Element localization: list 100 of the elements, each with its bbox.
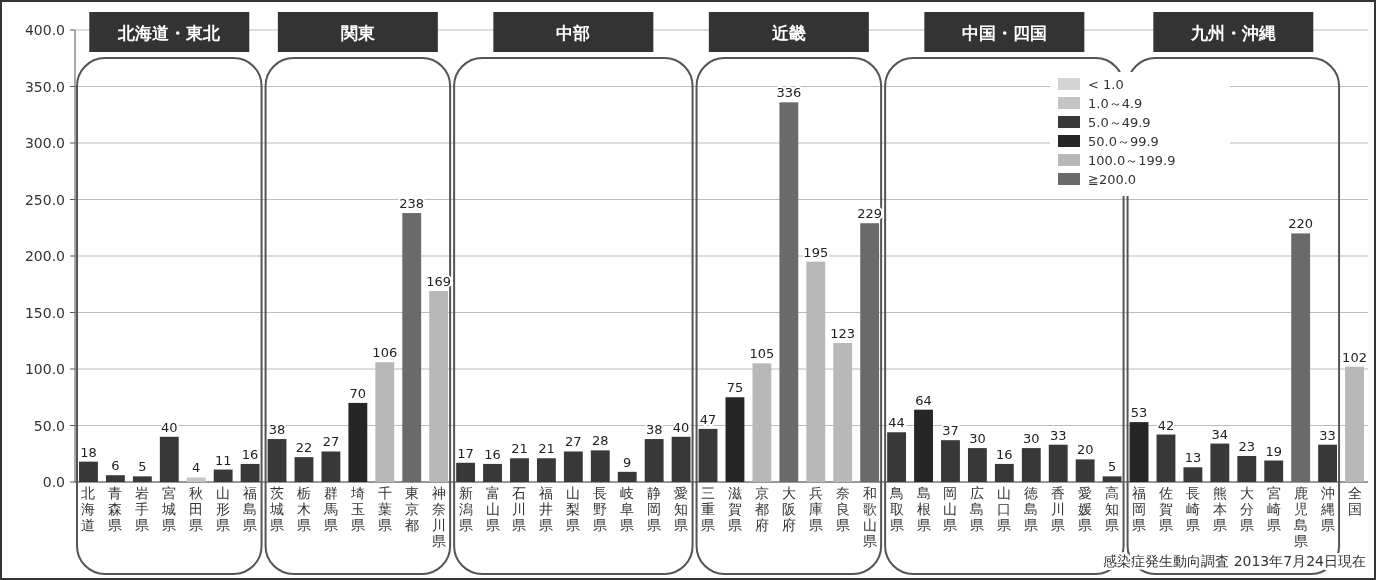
- x-tick-label: 和歌山県: [862, 485, 877, 549]
- annotation: 関東: [340, 23, 376, 43]
- data-label: 220: [1288, 216, 1314, 232]
- data-label: 16: [996, 446, 1013, 462]
- x-tick-label: 大阪府: [781, 485, 796, 533]
- x-tick-label: 全国: [1347, 485, 1362, 517]
- x-tick-label: 京都府: [754, 485, 769, 533]
- x-tick-label: 山梨県: [566, 485, 581, 533]
- data-label: 123: [830, 326, 856, 342]
- annotation: 中国・四国: [961, 23, 1047, 43]
- x-tick-label: 福岡県: [1132, 485, 1147, 533]
- legend-label: < 1.0: [1088, 77, 1124, 92]
- data-label: 42: [1157, 417, 1175, 433]
- x-tick-label: 秋田県: [189, 485, 204, 533]
- x-tick-label: 青森県: [108, 485, 123, 533]
- x-tick-label: 東京都: [404, 485, 419, 533]
- y-tick-label: 350.0: [24, 78, 65, 95]
- annotation: 北海道・東北: [117, 23, 222, 43]
- x-tick-label: 岐阜県: [620, 485, 635, 533]
- x-tick-label: 福島県: [243, 485, 258, 533]
- bar: [240, 463, 260, 482]
- bar: [1156, 434, 1176, 482]
- data-label: 11: [214, 452, 232, 468]
- x-tick-label: 香川県: [1051, 485, 1066, 533]
- x-tick-label: 新潟県: [458, 485, 473, 533]
- data-label: 27: [322, 434, 340, 450]
- x-tick-label: 石川県: [512, 485, 527, 533]
- bar: [590, 450, 610, 482]
- data-label: 38: [645, 422, 663, 438]
- y-tick-label: 100.0: [24, 361, 65, 377]
- data-label: 19: [1265, 443, 1282, 459]
- bar: [967, 448, 987, 482]
- y-tick-label: 400.0: [24, 22, 65, 38]
- data-label: 40: [672, 419, 690, 435]
- bar: [941, 440, 960, 482]
- x-tick-label: 高知県: [1105, 485, 1120, 533]
- x-tick-label: 島根県: [916, 485, 931, 533]
- bar: [402, 213, 422, 482]
- bar: [483, 463, 502, 482]
- bar: [994, 463, 1014, 482]
- y-tick-label: 300.0: [24, 135, 65, 151]
- bar: [105, 475, 125, 482]
- x-tick-label: 兵庫県: [808, 485, 823, 533]
- bar: [294, 457, 314, 482]
- x-tick-label: 北海道: [81, 485, 96, 533]
- y-tick-label: 250.0: [24, 191, 65, 208]
- bar: [456, 462, 476, 482]
- data-label: 30: [1023, 431, 1040, 447]
- bar: [671, 436, 691, 482]
- data-label: 23: [1238, 439, 1256, 455]
- x-tick-label: 茨城県: [269, 485, 285, 533]
- bar: [1264, 460, 1284, 482]
- y-tick-label: 0.0: [42, 474, 65, 490]
- annotation: 九州・沖縄: [1189, 23, 1276, 43]
- x-tick-label: 栃木県: [296, 485, 311, 533]
- y-tick-label: 50.0: [33, 417, 65, 434]
- data-label: 53: [1130, 405, 1148, 421]
- bar: [321, 451, 341, 482]
- x-tick-label: 埼玉県: [349, 485, 365, 533]
- x-tick-label: 岩手県: [135, 485, 150, 533]
- bar: [348, 402, 368, 482]
- x-tick-label: 岡山県: [943, 485, 958, 533]
- x-tick-label: 大分県: [1239, 485, 1254, 533]
- data-label: 20: [1076, 442, 1094, 458]
- x-tick-label: 長崎県: [1185, 485, 1200, 533]
- x-tick-label: 鳥取県: [888, 485, 904, 533]
- data-label: 38: [268, 422, 286, 438]
- data-label: 6: [111, 458, 120, 474]
- x-tick-label: 富山県: [485, 485, 500, 533]
- x-tick-label: 群馬県: [322, 485, 338, 533]
- data-label: 16: [484, 446, 501, 462]
- bar: [725, 397, 745, 482]
- y-tick-label: 200.0: [24, 248, 65, 264]
- data-label: 70: [349, 385, 367, 401]
- x-tick-label: 山口県: [997, 485, 1012, 533]
- bar: [1075, 459, 1095, 482]
- bar: [617, 471, 637, 482]
- data-label: 18: [80, 444, 97, 460]
- data-label: 4: [192, 460, 201, 476]
- legend-label: 50.0～99.9: [1088, 134, 1159, 149]
- bar: [644, 439, 664, 482]
- x-tick-label: 広島県: [970, 485, 985, 533]
- data-label: 21: [511, 441, 528, 457]
- legend-label: 100.0～199.9: [1088, 153, 1176, 168]
- data-label: 5: [1107, 459, 1117, 475]
- data-label: 27: [565, 434, 582, 450]
- data-label: 336: [776, 85, 802, 101]
- bar: [1048, 444, 1068, 482]
- bar: [1210, 443, 1230, 482]
- bar: [563, 451, 583, 482]
- bar: [159, 436, 179, 482]
- data-label: 30: [969, 431, 986, 447]
- x-tick-label: 長野県: [593, 485, 608, 533]
- x-tick-label: 静岡県: [647, 485, 662, 533]
- data-label: 5: [138, 459, 147, 475]
- bar: [1021, 448, 1041, 482]
- data-label: 16: [241, 446, 259, 462]
- x-tick-label: 佐賀県: [1158, 485, 1173, 533]
- annotation: 近畿: [770, 23, 806, 43]
- bar: [1102, 476, 1122, 482]
